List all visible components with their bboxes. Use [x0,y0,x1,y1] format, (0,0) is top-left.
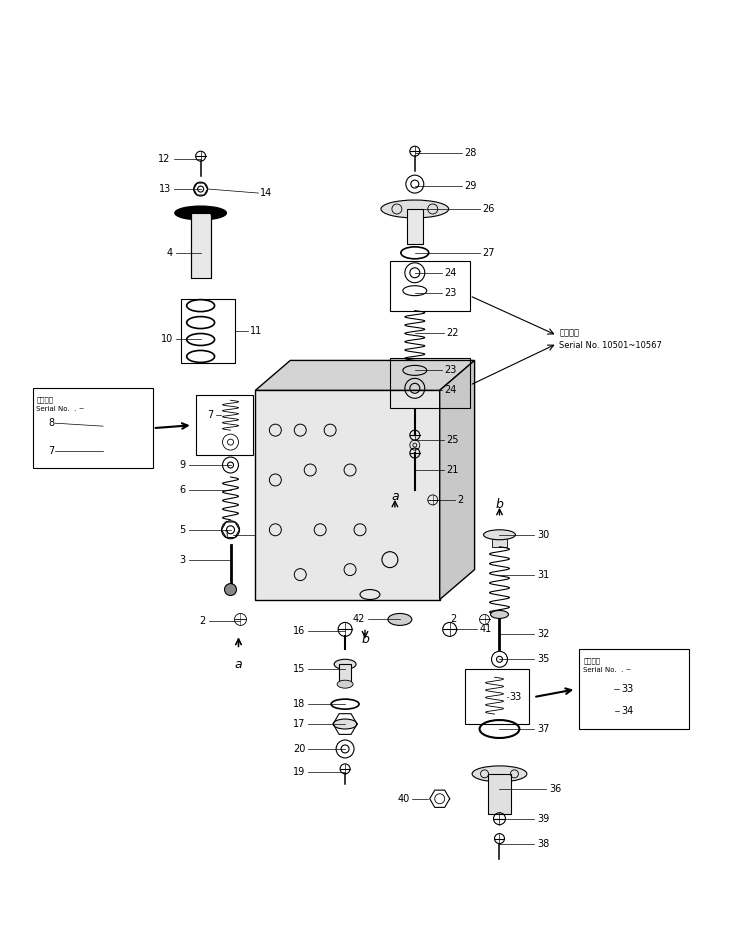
Bar [181,298,236,363]
Text: 5: 5 [179,525,186,534]
Text: 30: 30 [537,530,550,540]
Text: 21: 21 [447,465,459,475]
Text: 适用号魂: 适用号魂 [559,328,579,337]
Text: 10: 10 [160,334,173,344]
Text: 32: 32 [537,630,550,639]
Ellipse shape [337,680,353,688]
Text: 6: 6 [179,485,186,495]
Bar [390,359,470,408]
Text: 9: 9 [179,460,186,470]
Bar [195,395,253,455]
Text: 17: 17 [293,719,305,729]
Text: 20: 20 [293,744,305,754]
Text: 36: 36 [549,784,561,794]
Text: 19: 19 [293,767,305,777]
Text: 14: 14 [261,188,272,198]
Text: 2: 2 [199,616,206,627]
Bar [465,669,529,724]
Text: 34: 34 [621,706,633,716]
Text: 7: 7 [208,410,214,421]
Bar [488,774,512,814]
Text: 27: 27 [482,247,495,258]
Text: 适用号魂: 适用号魂 [37,396,53,403]
Text: 3: 3 [179,554,186,565]
Text: 13: 13 [159,184,171,194]
Bar [390,261,470,311]
Text: 33: 33 [621,684,633,694]
Text: 18: 18 [293,699,305,710]
Text: 16: 16 [293,627,305,636]
Ellipse shape [333,719,357,729]
Text: 2: 2 [450,614,457,625]
Text: 37: 37 [537,724,550,734]
Bar [579,649,689,729]
Text: 24: 24 [445,268,457,278]
Text: 39: 39 [537,814,550,823]
Text: 31: 31 [537,569,550,580]
Text: a: a [235,658,242,671]
Text: 12: 12 [158,154,171,164]
Bar [190,213,211,278]
Text: Serial No. 10501~10567: Serial No. 10501~10567 [559,341,662,350]
Polygon shape [440,360,474,599]
Text: 1: 1 [225,530,231,540]
Text: 7: 7 [48,446,54,456]
Ellipse shape [175,206,226,220]
Text: Serial No.  . ~: Serial No. . ~ [583,667,632,673]
Text: 8: 8 [48,418,54,428]
Bar [407,209,423,244]
Text: Serial No.  . ~: Serial No. . ~ [37,407,85,412]
Text: a: a [391,490,399,503]
Ellipse shape [388,614,412,626]
Bar [255,391,440,599]
Text: 25: 25 [447,435,459,445]
Text: 29: 29 [465,181,477,191]
Text: 15: 15 [293,664,305,675]
Text: 41: 41 [479,625,492,634]
Text: 24: 24 [445,385,457,395]
Text: 4: 4 [167,247,173,258]
Ellipse shape [484,530,515,540]
Text: 2: 2 [458,495,464,505]
Polygon shape [255,360,474,391]
Ellipse shape [334,660,356,669]
Ellipse shape [381,200,449,218]
Text: 11: 11 [250,326,263,336]
Text: 28: 28 [465,149,477,158]
Text: 33: 33 [509,693,522,702]
Text: 22: 22 [447,327,459,338]
Ellipse shape [490,611,509,618]
Circle shape [225,583,236,596]
Ellipse shape [472,766,527,782]
Text: 23: 23 [445,288,457,297]
Bar [491,534,507,547]
Text: b: b [496,499,504,511]
Text: 适用号魂: 适用号魂 [583,657,600,664]
Text: b: b [361,633,369,646]
Bar [33,389,153,468]
Text: 38: 38 [537,838,550,849]
Text: 35: 35 [537,654,550,664]
Bar [339,664,351,684]
Text: 42: 42 [353,614,365,625]
Text: 26: 26 [482,204,495,214]
Text: 23: 23 [445,365,457,375]
Text: 40: 40 [397,794,410,804]
